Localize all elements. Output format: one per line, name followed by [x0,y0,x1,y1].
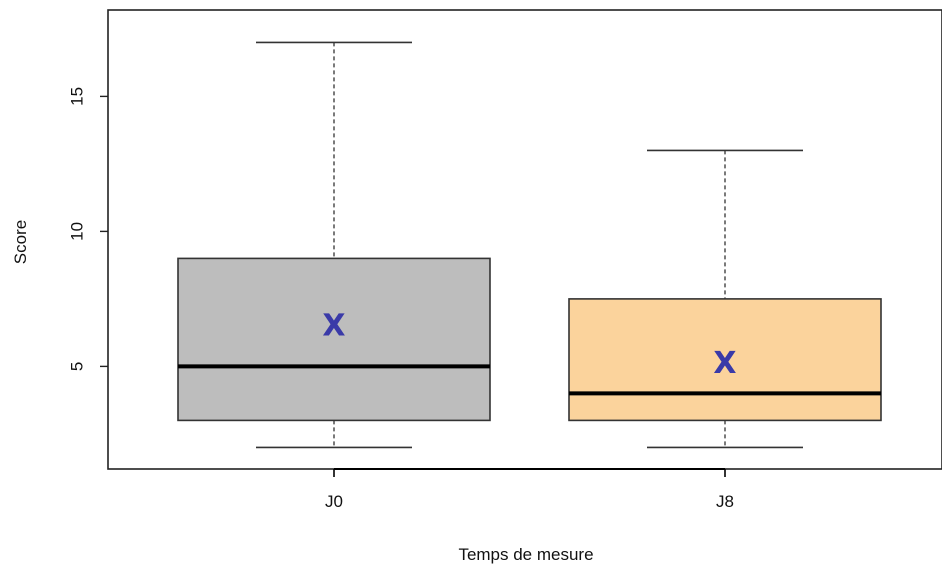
y-axis-title: Score [11,220,30,264]
x-tick-label: J8 [716,492,734,511]
x-axis-title: Temps de mesure [458,545,593,564]
mean-marker: X [713,346,736,381]
box-j0: X [177,41,491,449]
x-tick-label: J0 [325,492,343,511]
y-tick-label: 10 [67,222,86,241]
mean-marker: X [322,308,345,343]
x-axis: J0 J8 [325,468,734,511]
box-j8: X [568,149,882,449]
y-axis: 5 10 15 [67,87,108,371]
iqr-box [177,257,491,422]
y-tick-label: 5 [67,362,86,371]
boxes-layer: XX [177,41,882,449]
y-tick-label: 15 [67,87,86,106]
iqr-box [568,298,882,422]
